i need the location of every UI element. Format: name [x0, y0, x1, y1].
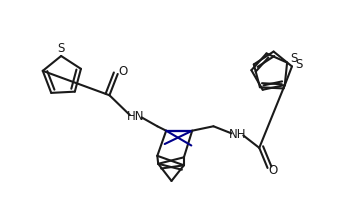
Text: O: O [119, 65, 128, 78]
Text: NH: NH [229, 128, 246, 141]
Text: O: O [269, 164, 278, 177]
Text: HN: HN [126, 110, 144, 123]
Text: S: S [57, 42, 64, 56]
Text: S: S [295, 58, 303, 71]
Text: S: S [290, 52, 297, 65]
